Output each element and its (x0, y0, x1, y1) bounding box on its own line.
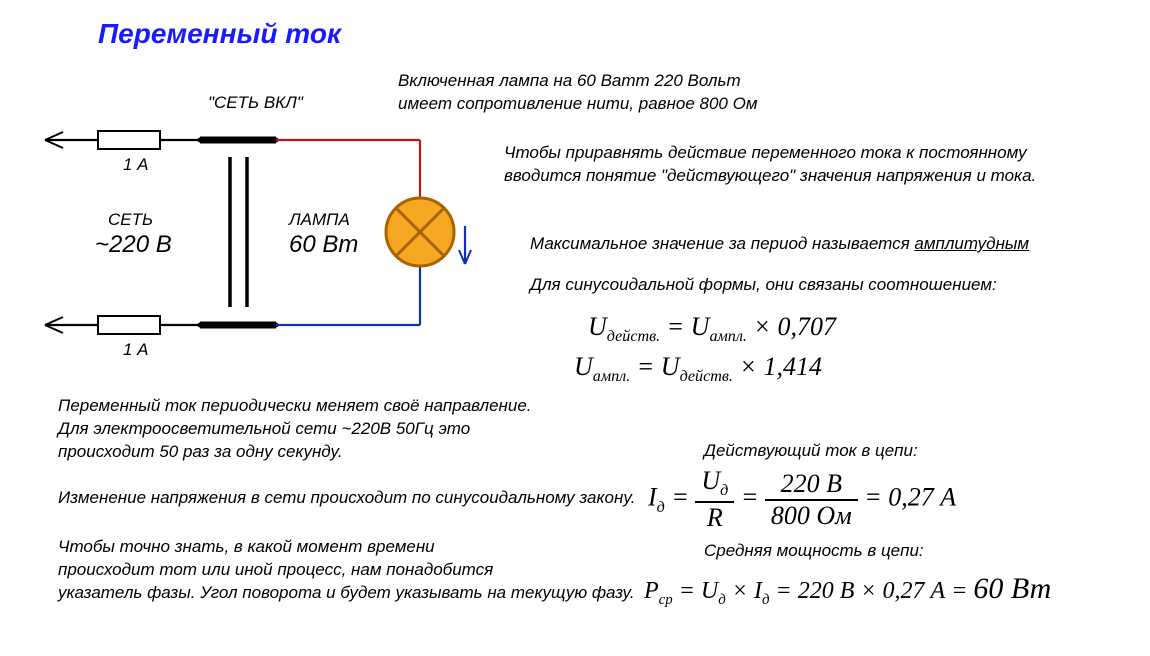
formula-current: Iд = UдR = 220 В800 Ом = 0,27 А (648, 468, 956, 531)
svg-text:1 А: 1 А (123, 155, 149, 174)
svg-text:~220 В: ~220 В (95, 231, 172, 258)
paragraph-phase: Чтобы точно знать, в какой момент времен… (58, 536, 635, 605)
svg-text:1 А: 1 А (123, 340, 149, 359)
paragraph-direction: Переменный ток периодически меняет своё … (58, 395, 532, 464)
formula-power: Pср = Uд × Iд = 220 В × 0,27 А = 60 Вт (644, 572, 1051, 609)
circuit-diagram: "СЕТЬ ВКЛ" 1 А 1 А СЕТЬ ~220 В ЛАМПА 60 Вт (0, 0, 1150, 400)
effective-current-label: Действующий ток в цепи: (704, 440, 918, 463)
svg-text:60 Вт: 60 Вт (289, 231, 358, 258)
svg-text:СЕТЬ: СЕТЬ (108, 210, 153, 229)
paragraph-sinus: Изменение напряжения в сети происходит п… (58, 487, 635, 510)
average-power-label: Средняя мощность в цепи: (704, 540, 924, 563)
svg-text:"СЕТЬ ВКЛ": "СЕТЬ ВКЛ" (208, 93, 304, 112)
svg-text:ЛАМПА: ЛАМПА (288, 210, 350, 229)
